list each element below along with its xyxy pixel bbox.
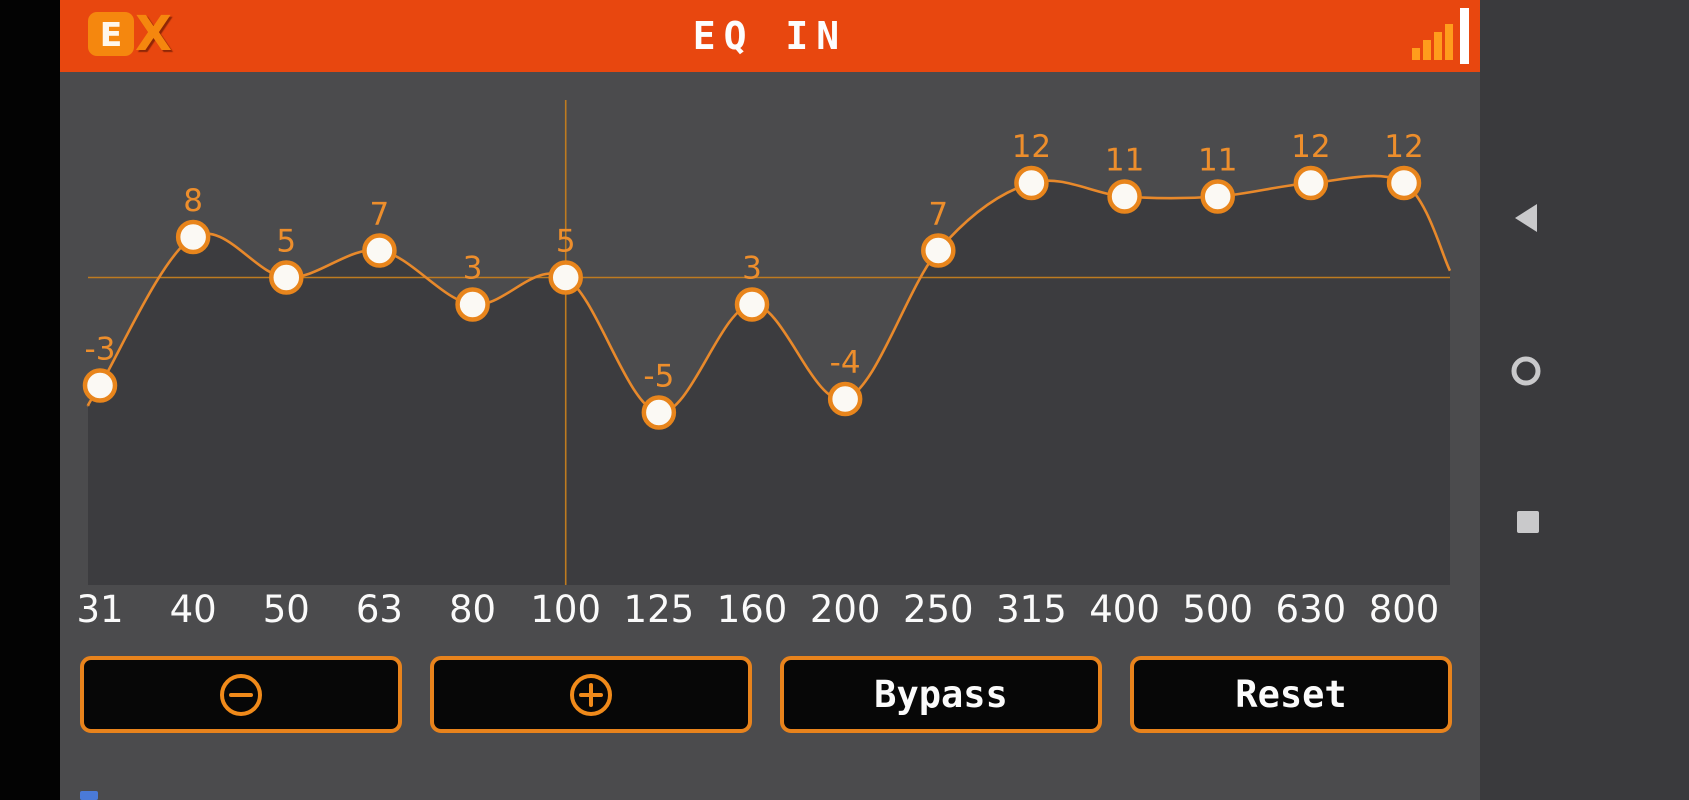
eq-band-handle-400[interactable] [1107, 179, 1142, 214]
band-freq-label: 125 [624, 588, 695, 631]
eq-band-handle-315[interactable] [1014, 165, 1049, 201]
eq-band-handle-125[interactable] [641, 395, 677, 430]
nav-home-button[interactable] [1504, 349, 1548, 393]
bypass-button[interactable]: Bypass [780, 656, 1102, 733]
band-freq-label: 40 [170, 588, 217, 631]
band-value-label: 11 [1105, 143, 1144, 179]
band-value-label: -4 [830, 345, 861, 381]
android-nav-bar [1480, 0, 1689, 800]
band-freq-label: 250 [903, 588, 974, 631]
recents-icon [1517, 511, 1539, 533]
band-value-label: 3 [463, 251, 483, 287]
nav-recents-button[interactable] [1506, 500, 1550, 544]
band-freq-label: 800 [1369, 588, 1440, 631]
back-icon [1515, 204, 1537, 232]
band-value-label: 12 [1012, 129, 1051, 165]
eq-band-handle-63[interactable] [362, 233, 397, 268]
band-value-label: -5 [643, 359, 674, 395]
eq-band-handle-630[interactable] [1293, 165, 1329, 201]
nav-back-button[interactable] [1506, 196, 1550, 240]
band-value-label: 5 [556, 224, 576, 260]
band-freq-label: 31 [76, 588, 123, 631]
home-icon [1511, 356, 1541, 386]
band-value-label: 3 [742, 251, 762, 287]
screen-edge-blue-fragment [80, 791, 98, 800]
band-freq-label: 160 [717, 588, 788, 631]
reset-button[interactable]: Reset [1130, 656, 1452, 733]
app-logo: E X [88, 6, 173, 62]
band-value-label: 12 [1291, 129, 1330, 165]
eq-chart[interactable]: -3 31 8 40 5 50 7 63 3 80 5 100 -5 125 3 160 -4 200 7 250 12… [60, 72, 1480, 637]
band-value-label: 7 [370, 197, 390, 233]
eq-band-handle-40[interactable] [175, 219, 211, 255]
eq-band-handle-500[interactable] [1200, 179, 1235, 214]
page-title: EQ IN [692, 14, 848, 58]
eq-band-handle-200[interactable] [827, 381, 863, 417]
eq-band-handle-50[interactable] [269, 260, 304, 295]
band-value-label: 5 [276, 224, 296, 260]
band-freq-label: 200 [810, 588, 881, 631]
band-value-label: -3 [85, 332, 116, 368]
left-bezel [0, 0, 60, 800]
increase-gain-button[interactable] [430, 656, 752, 733]
plus-icon [570, 673, 612, 716]
logo-e-badge: E [88, 12, 134, 56]
eq-band-handle-800[interactable] [1386, 165, 1422, 201]
band-value-label: 8 [183, 183, 203, 219]
eq-band-handle-160[interactable] [734, 287, 770, 322]
band-freq-label: 400 [1089, 588, 1160, 631]
minus-icon [220, 673, 262, 716]
band-freq-label: 315 [996, 588, 1067, 631]
signal-strength-icon [1412, 8, 1469, 64]
eq-band-handle-31[interactable] [82, 368, 118, 403]
band-freq-label: 630 [1276, 588, 1347, 631]
band-value-label: 7 [928, 197, 948, 233]
eq-band-handle-250[interactable] [921, 233, 956, 268]
decrease-gain-button[interactable] [80, 656, 402, 733]
logo-x: X [135, 6, 173, 62]
eq-band-handle-100[interactable] [548, 260, 583, 295]
band-freq-label: 500 [1182, 588, 1253, 631]
band-value-label: 12 [1384, 129, 1423, 165]
band-value-label: 11 [1198, 143, 1237, 179]
band-freq-label: 80 [449, 588, 496, 631]
band-freq-label: 50 [263, 588, 310, 631]
eq-band-handle-80[interactable] [455, 287, 490, 322]
app-header: E X EQ IN [60, 0, 1480, 72]
band-freq-label: 63 [356, 588, 403, 631]
band-freq-label: 100 [530, 588, 601, 631]
